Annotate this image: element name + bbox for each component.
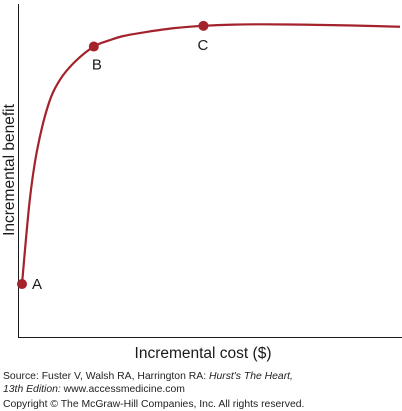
point-label-c: C (197, 37, 208, 54)
source-edition: 13th Edition: (3, 384, 61, 395)
source-book-title: Hurst's The Heart, (208, 371, 293, 382)
point-c (198, 20, 209, 31)
series-line (20, 23, 401, 285)
point-label-b: B (92, 57, 102, 74)
point-b (88, 41, 99, 52)
y-axis-label: Incremental benefit (1, 103, 18, 236)
source-prefix: Source: Fuster V, Walsh RA, Harrington R… (3, 371, 209, 382)
data-points: A B C (17, 20, 209, 293)
source-line-2: 13th Edition: www.accessmedicine.com (3, 383, 185, 396)
source-line-1: Source: Fuster V, Walsh RA, Harrington R… (3, 370, 293, 383)
copyright-line: Copyright © The McGraw-Hill Companies, I… (3, 399, 305, 410)
point-label-a: A (32, 276, 42, 293)
point-a (17, 279, 27, 290)
x-axis-label: Incremental cost ($) (135, 345, 272, 362)
source-url: www.accessmedicine.com (60, 384, 185, 395)
